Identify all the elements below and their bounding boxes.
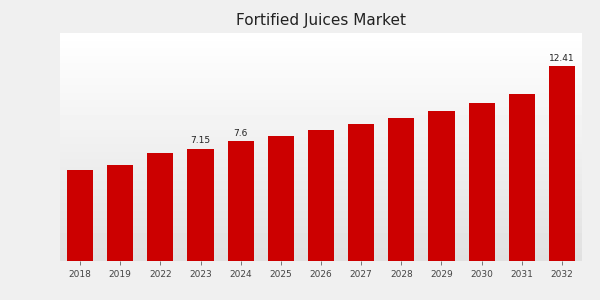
- Bar: [268, 136, 294, 261]
- Text: 12.41: 12.41: [549, 54, 575, 63]
- Bar: [549, 66, 575, 261]
- Bar: [67, 170, 93, 261]
- Bar: [348, 124, 374, 261]
- Bar: [107, 165, 133, 261]
- Title: Fortified Juices Market: Fortified Juices Market: [236, 13, 406, 28]
- Bar: [509, 94, 535, 261]
- Bar: [148, 153, 173, 261]
- Bar: [469, 103, 494, 261]
- Bar: [227, 142, 254, 261]
- Bar: [428, 111, 455, 261]
- Text: 7.6: 7.6: [233, 129, 248, 138]
- Bar: [187, 148, 214, 261]
- Bar: [388, 118, 415, 261]
- Bar: [308, 130, 334, 261]
- Text: 7.15: 7.15: [190, 136, 211, 146]
